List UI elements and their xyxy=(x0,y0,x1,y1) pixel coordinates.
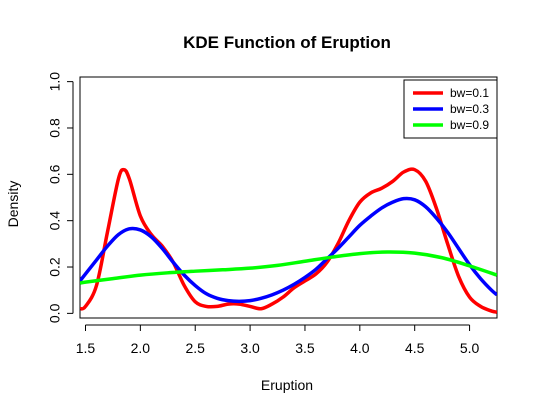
x-axis-label: Eruption xyxy=(261,377,313,393)
y-axis: 0.0 0.2 0.4 0.6 0.8 1.0 xyxy=(47,72,74,323)
plot-area xyxy=(79,76,498,319)
chart-title: KDE Function of Eruption xyxy=(183,33,391,52)
x-tick-label: 4.0 xyxy=(350,340,370,356)
legend: bw=0.1 bw=0.3 bw=0.9 xyxy=(403,79,498,139)
y-tick-label: 0.6 xyxy=(47,164,63,184)
x-tick-label: 3.5 xyxy=(295,340,315,356)
y-axis-label: Density xyxy=(5,181,21,228)
y-tick-label: 0.4 xyxy=(47,211,63,231)
x-tick-label: 2.0 xyxy=(131,340,151,356)
legend-label: bw=0.3 xyxy=(450,102,489,116)
plot-frame xyxy=(79,76,498,319)
legend-label: bw=0.1 xyxy=(450,86,489,100)
series-line-bw-0-3 xyxy=(80,196,497,304)
x-tick-label: 1.5 xyxy=(76,340,96,356)
legend-label: bw=0.9 xyxy=(450,118,489,132)
y-tick-label: 0.8 xyxy=(47,118,63,138)
x-tick-label: 4.5 xyxy=(405,340,425,356)
series-line-bw-0-9 xyxy=(80,250,497,285)
y-tick-label: 1.0 xyxy=(47,72,63,92)
y-tick-label: 0.2 xyxy=(47,257,63,277)
series-group xyxy=(80,167,497,314)
x-tick-label: 3.0 xyxy=(240,340,260,356)
series-line-bw-0-1 xyxy=(80,167,497,314)
x-tick-label: 2.5 xyxy=(185,340,205,356)
x-axis: 1.5 2.0 2.5 3.0 3.5 4.0 4.5 5.0 xyxy=(76,324,480,356)
y-tick-label: 0.0 xyxy=(47,303,63,323)
x-tick-label: 5.0 xyxy=(460,340,480,356)
